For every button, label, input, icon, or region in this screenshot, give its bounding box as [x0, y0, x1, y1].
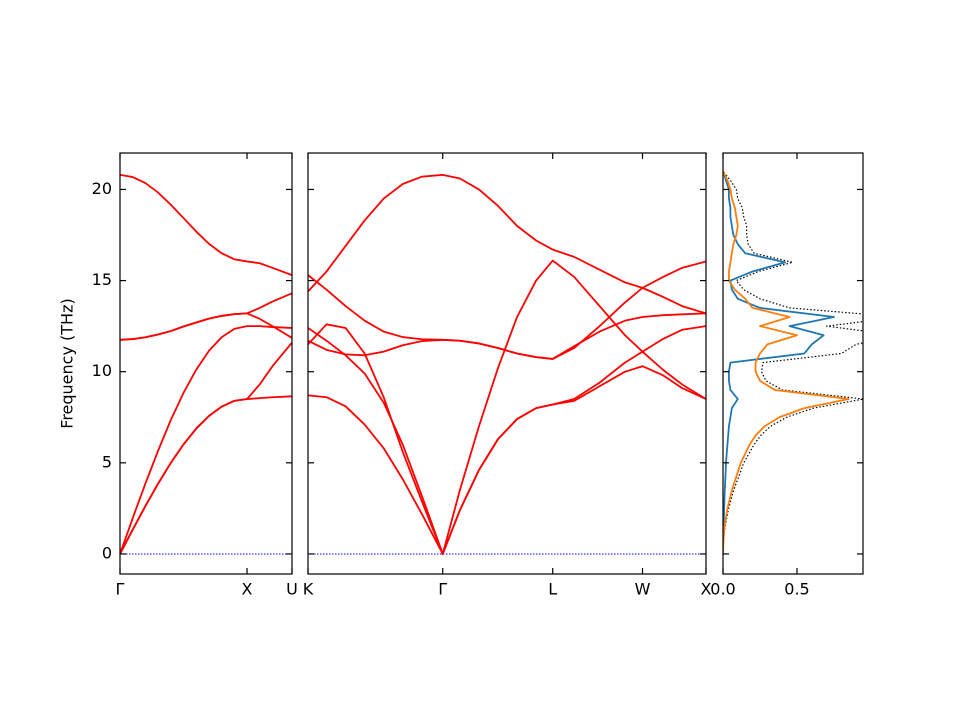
y-tick-label: 10	[92, 361, 112, 380]
dos-line	[723, 170, 835, 554]
axes-frame	[119, 152, 293, 575]
band-line	[120, 173, 292, 276]
x-tick-label: L	[548, 580, 557, 599]
y-tick-label: 0	[102, 543, 112, 562]
x-tick-label: 0.0	[710, 580, 735, 599]
y-tick-label: 5	[102, 452, 112, 471]
y-axis-label: Frequency (THz)	[58, 298, 77, 428]
dos-line	[723, 170, 850, 554]
band-line	[120, 325, 292, 555]
plot-area	[308, 173, 706, 555]
x-tick-label: X	[242, 580, 253, 599]
band-line	[120, 341, 292, 555]
band-line	[308, 323, 706, 555]
x-tick-label: K	[303, 580, 314, 599]
x-tick-label: X	[701, 580, 712, 599]
band-line	[308, 259, 706, 555]
x-tick-label: Γ	[438, 580, 447, 599]
plot-area	[120, 173, 292, 555]
axes-frame	[307, 152, 707, 575]
band-line	[308, 260, 706, 360]
x-tick-label: U	[286, 580, 298, 599]
band-line	[120, 312, 292, 341]
band-line	[120, 292, 292, 341]
band-line	[308, 312, 706, 360]
plot-area	[723, 170, 863, 554]
x-tick-label: W	[635, 580, 651, 599]
x-tick-label: Γ	[116, 580, 125, 599]
y-tick-label: 15	[92, 270, 112, 289]
y-tick-label: 20	[92, 179, 112, 198]
axes-frame	[722, 152, 864, 575]
band-line	[308, 173, 706, 315]
x-tick-label: 0.5	[784, 580, 809, 599]
dos-line	[723, 170, 863, 554]
band-line	[308, 365, 706, 555]
